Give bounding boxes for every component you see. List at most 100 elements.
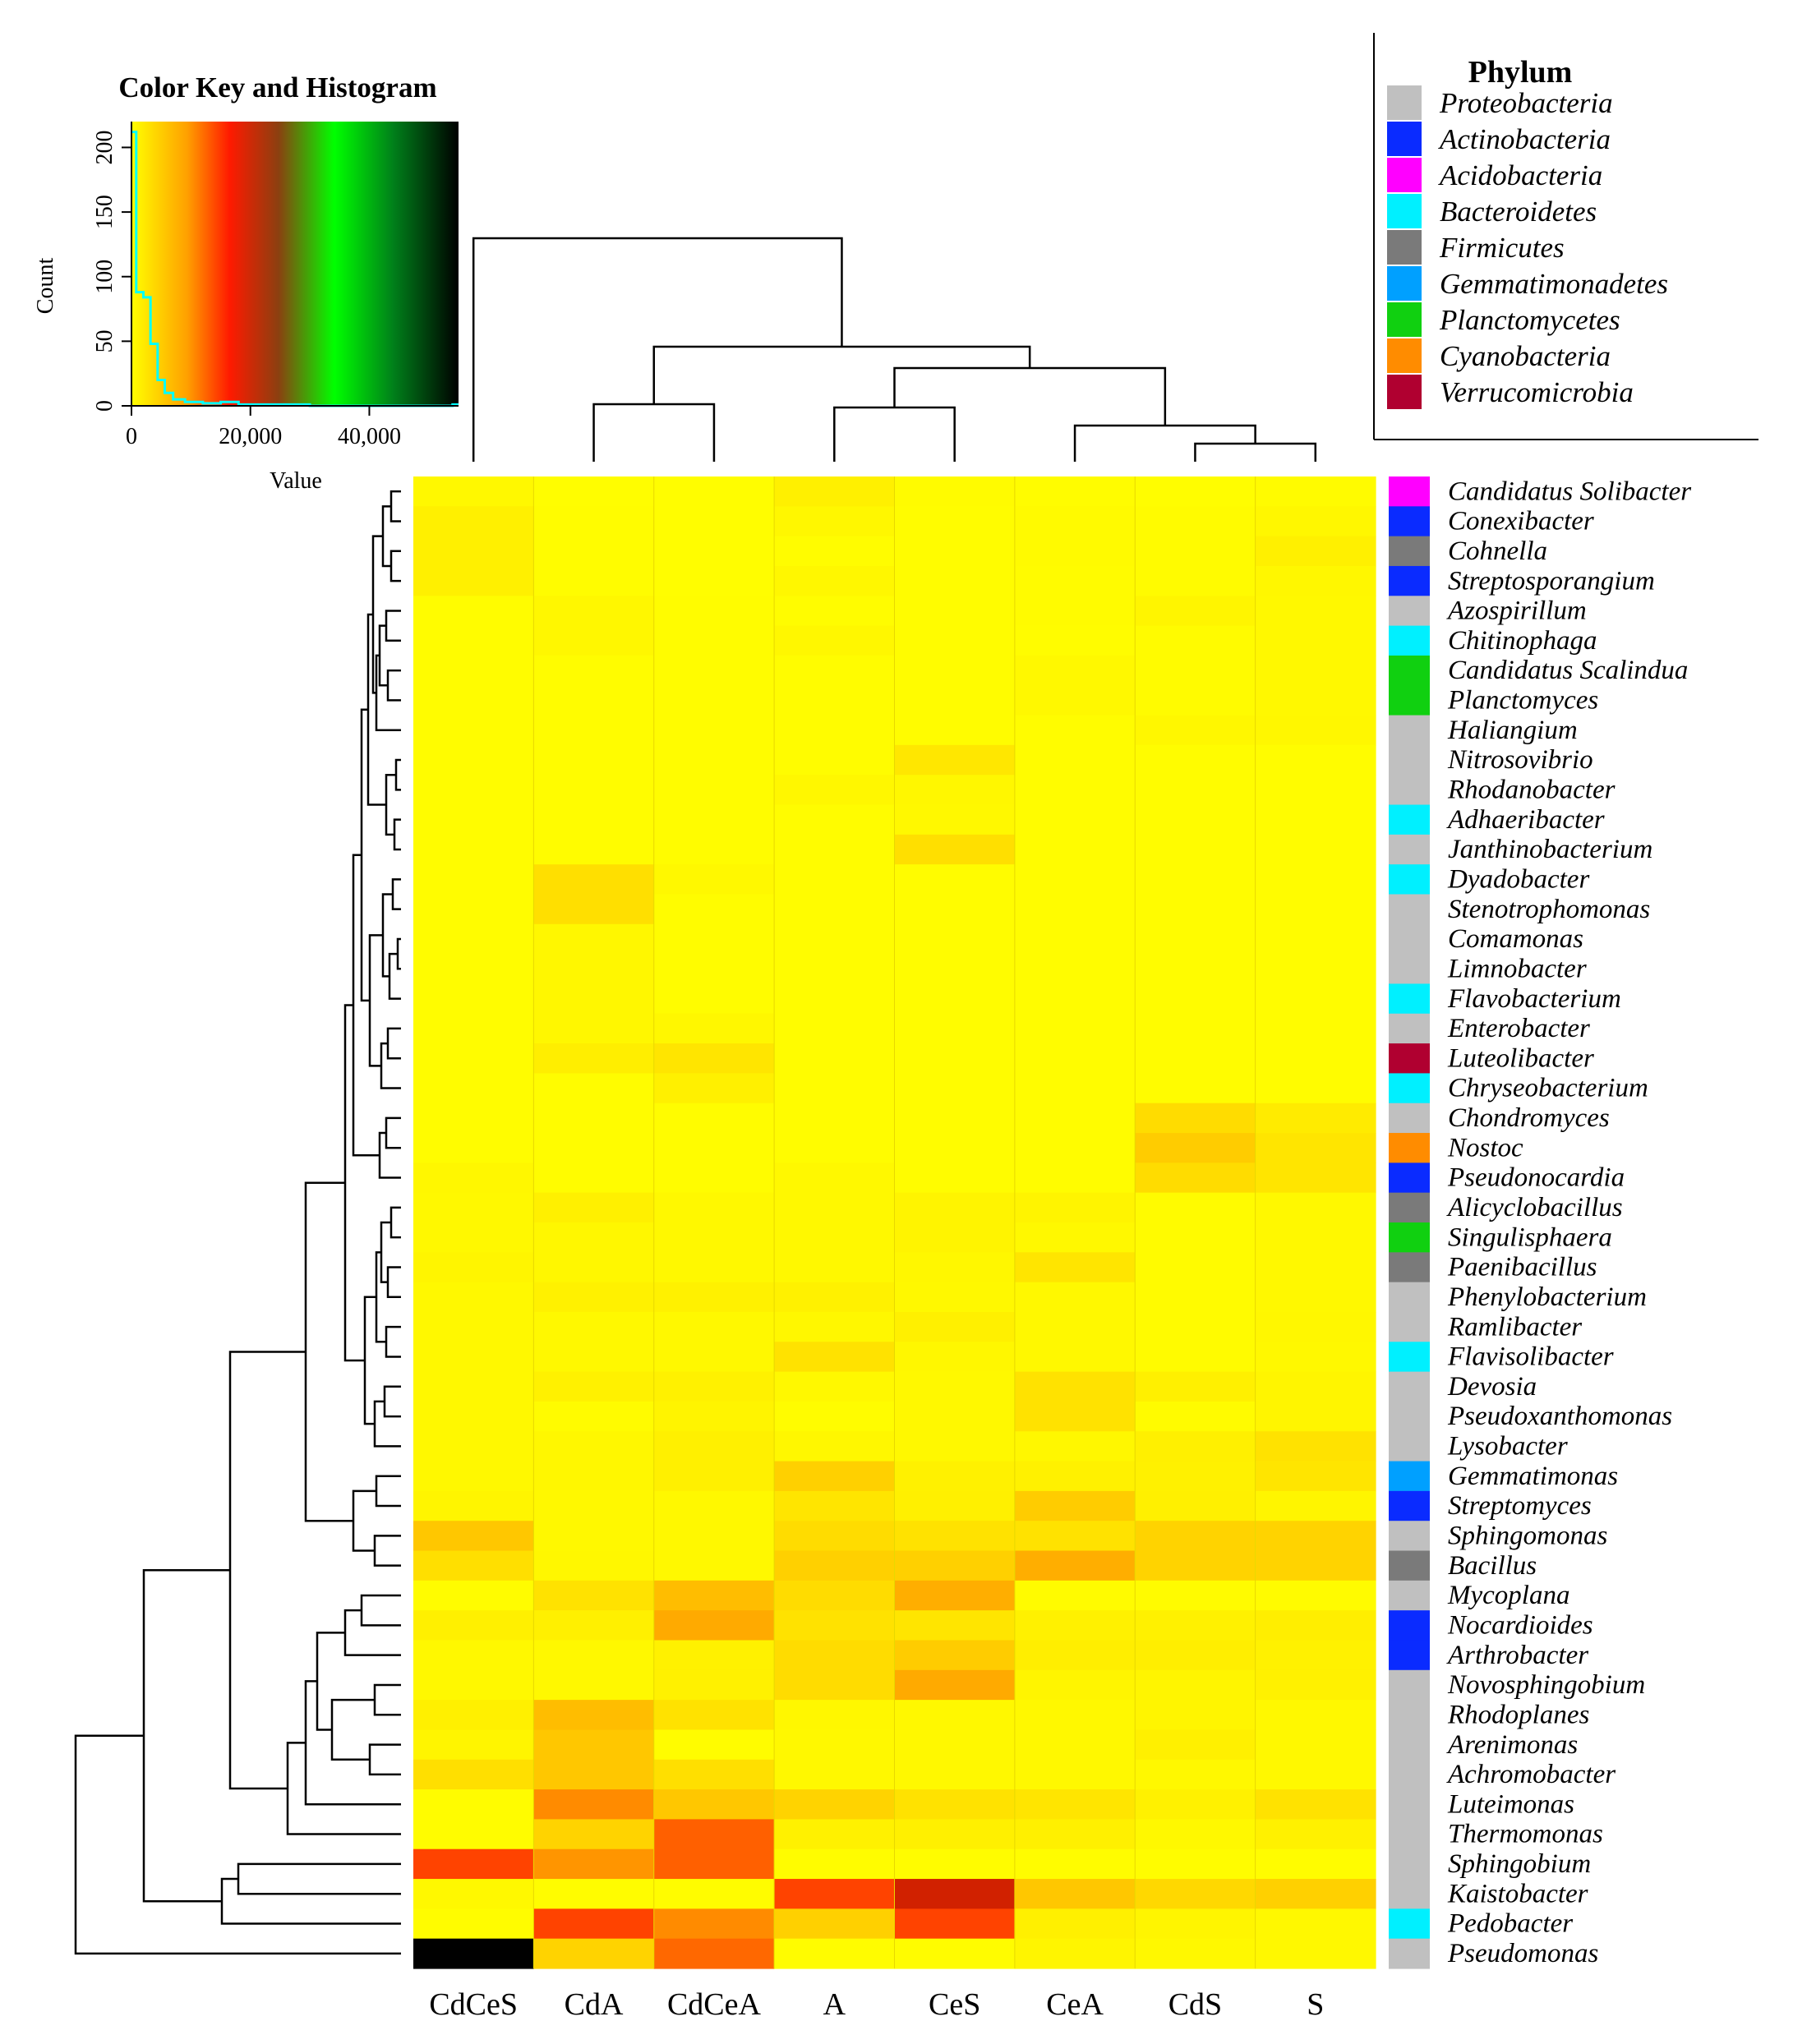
column-label: CeS (929, 1987, 980, 2022)
heatmap-cell (533, 1371, 655, 1402)
heatmap-cell (1135, 565, 1256, 596)
heatmap-cell (894, 1700, 1016, 1731)
heatmap-cell (1255, 1073, 1376, 1104)
heatmap-cell (413, 1700, 534, 1731)
row-label: Luteolibacter (1447, 1043, 1594, 1073)
heatmap-cell (1135, 506, 1256, 537)
heatmap-cell (1014, 596, 1136, 627)
heatmap-cell (1135, 954, 1256, 985)
heatmap-cell (894, 864, 1016, 895)
heatmap-cell (533, 536, 655, 567)
heatmap-cell (1014, 923, 1136, 955)
heatmap-cell (533, 1222, 655, 1253)
color-key-xlabel: Value (270, 468, 322, 494)
heatmap-cell (413, 1133, 534, 1163)
heatmap-cell (1014, 1461, 1136, 1492)
heatmap-cell (533, 565, 655, 596)
heatmap-cell (774, 1192, 896, 1223)
heatmap-cell (1255, 1192, 1376, 1223)
heatmap-cell (1255, 1580, 1376, 1611)
heatmap-cell (1255, 1521, 1376, 1552)
heatmap-cell (413, 565, 534, 596)
heatmap-cell (413, 506, 534, 537)
heatmap-cell (533, 655, 655, 686)
heatmap-cell (653, 983, 775, 1015)
phylum-bar-cell (1389, 536, 1430, 567)
heatmap-cell (1135, 1043, 1256, 1074)
heatmap-cell (1014, 1819, 1136, 1850)
dendrogram-link (237, 1862, 401, 1895)
heatmap-cell (533, 1342, 655, 1373)
row-label: Dyadobacter (1447, 864, 1589, 894)
dendrogram-link (228, 1351, 306, 1790)
heatmap-cell (413, 1729, 534, 1761)
row-label: Sphingobium (1448, 1849, 1591, 1879)
dendrogram-link (472, 237, 843, 462)
heatmap-cell (774, 1669, 896, 1701)
row-label: Paenibacillus (1447, 1253, 1597, 1282)
heatmap-cell (894, 1461, 1016, 1492)
heatmap-cell (1014, 476, 1136, 507)
heatmap-cell (1014, 1669, 1136, 1701)
heatmap-cell (1255, 1669, 1376, 1701)
heatmap-cell (413, 1461, 534, 1492)
row-label: Planctomyces (1447, 686, 1598, 716)
heatmap-cell (1014, 1729, 1136, 1761)
heatmap-cell (413, 1640, 534, 1671)
heatmap-cell (413, 1490, 534, 1521)
heatmap-cell (533, 1013, 655, 1044)
heatmap-cell (774, 1819, 896, 1850)
key-y-tick-label: 50 (92, 329, 118, 352)
heatmap-cell (774, 775, 896, 806)
heatmap-cell (894, 983, 1016, 1015)
heatmap-cell (1014, 1908, 1136, 1940)
heatmap-cell (1014, 1311, 1136, 1342)
heatmap-cell (1255, 1789, 1376, 1820)
phylum-bar-cell (1389, 476, 1430, 507)
heatmap-cell (894, 625, 1016, 656)
heatmap-cell (894, 804, 1016, 836)
row-label: Comamonas (1448, 924, 1583, 954)
key-y-tick-label: 150 (92, 195, 118, 229)
heatmap-cell (894, 536, 1016, 567)
phylum-bar-cell (1389, 565, 1430, 596)
row-label: Haliangium (1447, 716, 1578, 745)
dendrogram-link (368, 1743, 401, 1776)
phylum-bar-cell (1389, 1879, 1430, 1909)
heatmap-cell (413, 1938, 534, 1969)
dendrogram-link (388, 952, 401, 1000)
heatmap-cell (1135, 1371, 1256, 1402)
heatmap-cell (774, 1580, 896, 1611)
row-labels: Candidatus SolibacterConexibacterCohnell… (1446, 476, 1691, 1968)
heatmap-cell (1255, 1371, 1376, 1402)
heatmap-cell (1014, 1013, 1136, 1044)
heatmap-cell (894, 954, 1016, 985)
heatmap-cell (1255, 1550, 1376, 1581)
legend-swatch (1387, 266, 1422, 301)
heatmap-cell (894, 1103, 1016, 1134)
phylum-bar-cell (1389, 954, 1430, 985)
heatmap-cell (1014, 1192, 1136, 1223)
heatmap-cell (1255, 1610, 1376, 1641)
row-label: Streptomyces (1448, 1491, 1592, 1521)
heatmap-cell (1135, 1550, 1256, 1581)
heatmap-cell (533, 1103, 655, 1134)
phylum-color-bar (1389, 476, 1430, 1969)
heatmap-cell (1135, 1669, 1256, 1701)
heatmap-cell (1255, 804, 1376, 836)
legend-swatch (1387, 158, 1422, 192)
heatmap-cell (1014, 685, 1136, 716)
heatmap-cell (533, 1133, 655, 1163)
heatmap-cell (533, 476, 655, 507)
heatmap-cell (1014, 1431, 1136, 1462)
heatmap-cell (1255, 1700, 1376, 1731)
legend-swatch (1387, 122, 1422, 156)
heatmap-cell (774, 1282, 896, 1313)
column-label: A (823, 1987, 846, 2022)
heatmap-cell (1014, 1700, 1136, 1731)
heatmap-cell (653, 1490, 775, 1521)
phylum-bar-cell (1389, 775, 1430, 806)
heatmap-cell (1135, 655, 1256, 686)
row-label: Pedobacter (1447, 1909, 1573, 1939)
